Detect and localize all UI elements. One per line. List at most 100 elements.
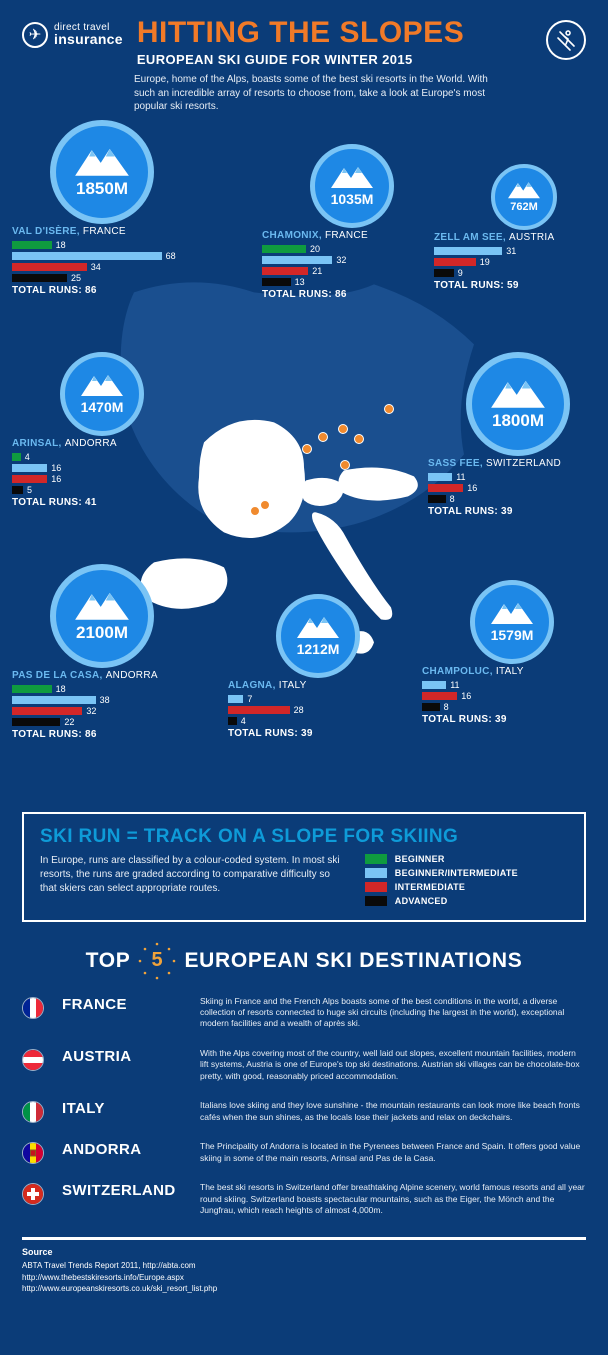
resort-chamonix: 1035M CHAMONIX, FRANCE 20 32 21 13 TOTAL…: [262, 144, 442, 300]
altitude-circle: 1800M: [466, 352, 570, 456]
run-bars: 7 28 4: [228, 694, 408, 726]
total-runs: TOTAL RUNS: 39: [428, 506, 608, 517]
altitude-value: 2100M: [76, 623, 128, 643]
legend-box: SKI RUN = TRACK ON A SLOPE FOR SKIING In…: [22, 812, 586, 922]
run-bar-beg_int: 68: [12, 251, 192, 261]
altitude-circle: 1212M: [276, 594, 360, 678]
altitude-circle: 1850M: [50, 120, 154, 224]
legend-title: SKI RUN = TRACK ON A SLOPE FOR SKIING: [40, 826, 568, 848]
map-dot: [302, 444, 312, 454]
destination-name: AUSTRIA: [62, 1048, 182, 1065]
destination-desc: Skiing in France and the French Alps boa…: [200, 996, 586, 1030]
resort-location: CHAMONIX, FRANCE: [262, 230, 442, 241]
map-dot: [338, 424, 348, 434]
resort-champoluc: 1579M CHAMPOLUC, ITALY 11 16 8 TOTAL RUN…: [422, 580, 602, 725]
run-bar-intermediate: 19: [434, 257, 608, 267]
resort-location: ARINSAL, ANDORRA: [12, 438, 192, 449]
legend-label: BEGINNER: [395, 854, 445, 864]
destination-desc: The Principality of Andorra is located i…: [200, 1141, 586, 1164]
destination-row: AUSTRIA With the Alps covering most of t…: [22, 1048, 586, 1082]
page-subtitle: EUROPEAN SKI GUIDE FOR WINTER 2015: [137, 52, 536, 67]
legend-swatch: [365, 868, 387, 878]
altitude-value: 1579M: [491, 627, 534, 643]
run-bars: 11 16 8: [428, 472, 608, 504]
resort-zell-am-see: 762M ZELL AM SEE, AUSTRIA 31 19 9 TOTAL …: [434, 164, 608, 291]
legend-keys: BEGINNER BEGINNER/INTERMEDIATE INTERMEDIAT…: [365, 854, 568, 906]
destination-row: ANDORRA The Principality of Andorra is l…: [22, 1141, 586, 1164]
total-runs: TOTAL RUNS: 39: [422, 714, 602, 725]
run-bar-beg_int: 31: [434, 246, 608, 256]
legend-key: BEGINNER/INTERMEDIATE: [365, 868, 568, 878]
run-bar-beg_int: 16: [12, 463, 192, 473]
legend-text: In Europe, runs are classified by a colo…: [40, 854, 345, 906]
altitude-circle: 762M: [491, 164, 557, 230]
run-bar-intermediate: 16: [422, 691, 602, 701]
run-bar-beg_int: 32: [262, 255, 442, 265]
destination-desc: With the Alps covering most of the count…: [200, 1048, 586, 1082]
total-runs: TOTAL RUNS: 86: [12, 285, 192, 296]
flag-icon: [22, 1142, 44, 1164]
legend-label: ADVANCED: [395, 896, 448, 906]
total-runs: TOTAL RUNS: 39: [228, 728, 408, 739]
destination-desc: The best ski resorts in Switzerland offe…: [200, 1182, 586, 1216]
altitude-value: 1212M: [297, 641, 340, 657]
total-runs: TOTAL RUNS: 86: [12, 729, 192, 740]
run-bar-advanced: 13: [262, 277, 442, 287]
legend-swatch: [365, 896, 387, 906]
destination-list: FRANCE Skiing in France and the French A…: [22, 996, 586, 1217]
total-runs: TOTAL RUNS: 41: [12, 497, 192, 508]
destination-name: FRANCE: [62, 996, 182, 1013]
legend-key: INTERMEDIATE: [365, 882, 568, 892]
source-title: Source: [22, 1246, 586, 1259]
resort-arinsal: 1470M ARINSAL, ANDORRA 4 16 16 5 TOTAL R…: [12, 352, 192, 508]
destination-row: ITALY Italians love skiing and they love…: [22, 1100, 586, 1123]
run-bar-intermediate: 34: [12, 262, 192, 272]
run-bar-beginner: 20: [262, 244, 442, 254]
intro-text: Europe, home of the Alps, boasts some of…: [134, 73, 494, 114]
destination-name: ITALY: [62, 1100, 182, 1117]
destination-row: FRANCE Skiing in France and the French A…: [22, 996, 586, 1030]
resort-location: SASS FEE, SWITZERLAND: [428, 458, 608, 469]
legend-swatch: [365, 882, 387, 892]
run-bar-beginner: 18: [12, 240, 192, 250]
resort-location: ZELL AM SEE, AUSTRIA: [434, 232, 608, 243]
map-dot: [250, 506, 260, 516]
run-bar-advanced: 8: [428, 494, 608, 504]
run-bar-advanced: 9: [434, 268, 608, 278]
altitude-circle: 1579M: [470, 580, 554, 664]
run-bar-advanced: 8: [422, 702, 602, 712]
run-bar-beg_int: 11: [422, 680, 602, 690]
resort-location: ALAGNA, ITALY: [228, 680, 408, 691]
destination-row: SWITZERLAND The best ski resorts in Swit…: [22, 1182, 586, 1216]
page-title: HITTING THE SLOPES: [137, 18, 536, 48]
altitude-circle: 2100M: [50, 564, 154, 668]
destination-name: SWITZERLAND: [62, 1182, 182, 1199]
source-line: http://www.europeanskiresorts.co.uk/ski_…: [22, 1283, 586, 1294]
run-bars: 11 16 8: [422, 680, 602, 712]
run-bar-beginner: 18: [12, 684, 192, 694]
run-bar-intermediate: 16: [12, 474, 192, 484]
run-bar-advanced: 4: [228, 716, 408, 726]
map-dot: [340, 460, 350, 470]
run-bar-intermediate: 16: [428, 483, 608, 493]
flag-icon: [22, 1183, 44, 1205]
resort-location: VAL D'ISÈRE, FRANCE: [12, 226, 192, 237]
run-bar-intermediate: 28: [228, 705, 408, 715]
resort-location: PAS DE LA CASA, ANDORRA: [12, 670, 192, 681]
brand-bold: insurance: [54, 32, 123, 46]
resort-val-disere: 1850M VAL D'ISÈRE, FRANCE 18 68 34 25 TO…: [12, 120, 192, 296]
run-bar-intermediate: 21: [262, 266, 442, 276]
run-bar-advanced: 25: [12, 273, 192, 283]
legend-key: ADVANCED: [365, 896, 568, 906]
total-runs: TOTAL RUNS: 59: [434, 280, 608, 291]
run-bars: 18 38 32 22: [12, 684, 192, 727]
resort-alagna: 1212M ALAGNA, ITALY 7 28 4 TOTAL RUNS: 3…: [228, 594, 408, 739]
run-bars: 18 68 34 25: [12, 240, 192, 283]
skier-icon: [546, 20, 586, 60]
legend-label: INTERMEDIATE: [395, 882, 465, 892]
legend-swatch: [365, 854, 387, 864]
stars-badge: 5: [140, 944, 174, 978]
top5-section: TOP 5 EUROPEAN SKI DESTINATIONS FRANCE S…: [22, 944, 586, 1217]
brand-text: direct travel insurance: [54, 23, 123, 46]
destination-desc: Italians love skiing and they love sunsh…: [200, 1100, 586, 1123]
